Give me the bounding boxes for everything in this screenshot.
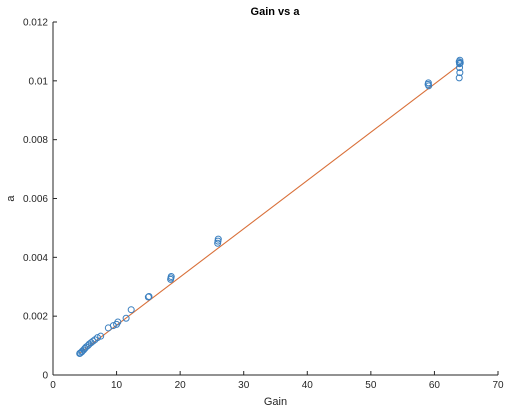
x-tick-label: 10 [111,380,123,391]
data-point [145,292,153,300]
x-tick-label: 60 [429,380,441,391]
y-axis-label: a [5,195,17,202]
x-tick-label: 0 [50,380,56,391]
scatter-points [76,56,464,358]
axes [52,22,498,376]
data-point [109,322,117,330]
data-point [455,74,463,82]
data-point [114,318,122,326]
data-point [89,337,97,345]
x-tick-label: 70 [492,380,504,391]
y-tick-label: 0.012 [23,18,48,29]
x-tick-label: 30 [238,380,250,391]
y-tick-label: 0.002 [23,312,48,323]
x-tick-label: 40 [302,380,314,391]
x-ticks: 0 10 20 30 40 50 60 70 [50,371,504,391]
data-point [456,56,464,64]
data-point [167,274,175,282]
data-point [456,59,464,67]
y-tick-label: 0 [42,371,48,382]
y-tick-label: 0.01 [29,76,49,87]
data-point [122,314,130,322]
x-tick-label: 20 [175,380,187,391]
data-point [97,332,105,340]
y-tick-label: 0.004 [23,253,48,264]
data-point [127,306,135,314]
y-ticks: 0 0.002 0.004 0.006 0.008 0.01 0.012 [23,18,57,382]
fit-line-group [79,64,461,354]
data-point [425,82,433,90]
data-point [94,334,101,342]
y-tick-label: 0.006 [23,194,48,205]
y-tick-label: 0.008 [23,135,48,146]
data-point [456,69,464,77]
chart-title: Gain vs a [251,6,301,18]
fit-line [79,64,461,354]
x-axis-label: Gain [264,396,287,408]
data-point [424,79,432,87]
data-point [214,235,222,243]
x-tick-label: 50 [365,380,377,391]
data-point [144,293,152,301]
